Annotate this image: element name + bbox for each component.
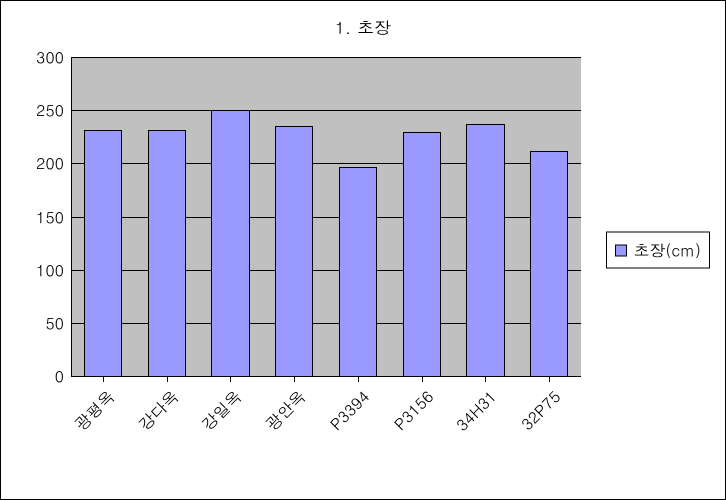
x-tick [358,377,359,382]
chart-container: 1. 초장 050100150200250300 광평옥강다옥강일옥광안옥P33… [0,0,726,500]
bar-slot [262,57,326,377]
y-tick-label: 200 [36,152,72,175]
bar-slot [135,57,199,377]
x-tick [230,377,231,382]
bar [530,151,568,377]
bar [466,124,504,377]
chart-title: 1. 초장 [1,15,725,39]
legend: 초장(cm) [606,232,710,269]
bar [84,130,122,377]
x-tick [485,377,486,382]
x-axis-label: 32P75 [515,385,565,435]
x-axis-label: P3156 [388,385,438,435]
x-tick [549,377,550,382]
bar-slot [390,57,454,377]
x-axis-label: P3394 [324,385,374,435]
legend-label: 초장(cm) [633,239,701,262]
bar [339,167,377,377]
y-tick-label: 250 [36,99,72,122]
x-axis-label: 34H31 [451,385,502,436]
bar-slot [454,57,518,377]
bar [211,110,249,377]
plot-area-wrapper: 050100150200250300 광평옥강다옥강일옥광안옥P3394P315… [71,57,581,377]
y-tick-label: 300 [36,46,72,69]
x-tick [103,377,104,382]
bar-slot [71,57,135,377]
x-tick [167,377,168,382]
x-axis-label: 광평옥 [69,385,119,435]
x-axis-label: 강일옥 [196,385,246,435]
x-axis-label: 광안옥 [260,385,310,435]
legend-swatch [615,244,627,256]
bar [403,132,441,377]
bars-group [71,57,581,377]
x-tick [422,377,423,382]
x-axis-label: 강다옥 [133,385,183,435]
bar-slot [326,57,390,377]
bar [148,130,186,377]
y-tick-label: 150 [36,205,72,228]
bar [275,126,313,377]
y-tick-label: 50 [45,311,72,334]
y-tick-label: 100 [36,258,72,281]
bar-slot [199,57,263,377]
bar-slot [517,57,581,377]
y-tick-label: 0 [55,365,72,388]
x-tick [294,377,295,382]
